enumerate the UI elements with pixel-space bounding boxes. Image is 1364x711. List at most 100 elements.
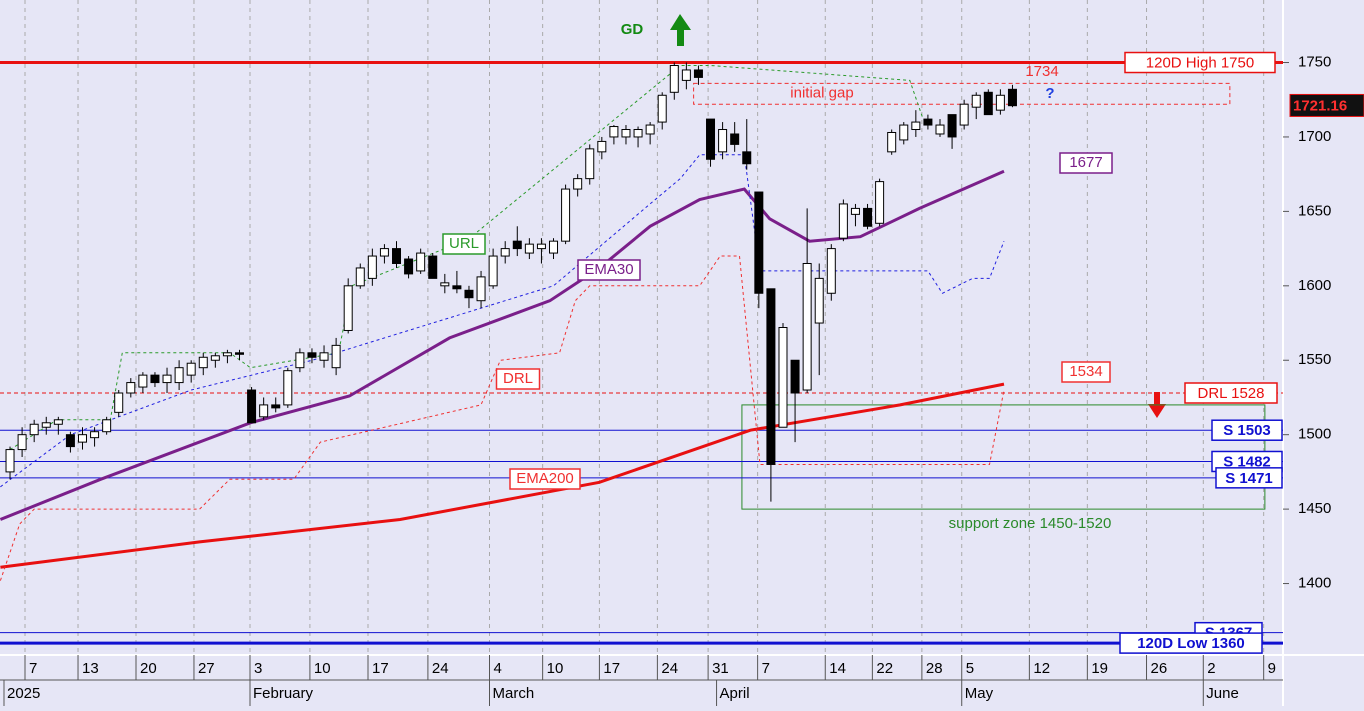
- level-label: 120D Low 1360: [1137, 635, 1245, 652]
- candle-body: [838, 203, 848, 239]
- candle-body: [645, 124, 655, 135]
- x-tick-label: 28: [926, 660, 943, 677]
- candle-body: [995, 94, 1005, 111]
- x-tick-label: 27: [198, 660, 215, 677]
- zone: [693, 82, 1231, 105]
- candle-body: [379, 248, 389, 257]
- candle-body: [814, 277, 824, 324]
- indicator-line: [0, 154, 1005, 488]
- annotation-box: [1059, 152, 1113, 174]
- zone-label: support zone 1450-1520: [949, 515, 1112, 532]
- zone-label: initial gap: [790, 84, 853, 101]
- x-tick-label: 14: [829, 660, 846, 677]
- candle-body: [875, 181, 885, 224]
- candle-body: [271, 404, 281, 409]
- candle-body: [440, 282, 450, 287]
- candle-body: [488, 255, 498, 287]
- candle-body: [754, 191, 764, 294]
- candle-body: [826, 248, 836, 294]
- candle-body: [234, 352, 244, 355]
- x-tick-label: 17: [372, 660, 389, 677]
- x-tick-label: 22: [876, 660, 893, 677]
- candle-body: [742, 151, 752, 165]
- candle-body: [114, 392, 124, 413]
- candle-body: [718, 129, 728, 153]
- candle-body: [1007, 88, 1017, 107]
- candle-body: [210, 355, 220, 361]
- candle-body: [343, 285, 353, 331]
- candle-body: [283, 370, 293, 406]
- x-tick-label: 7: [29, 660, 37, 677]
- candle-body: [126, 382, 136, 394]
- candle-body: [17, 434, 27, 451]
- candle-body: [5, 449, 15, 473]
- annotation: URL: [449, 235, 479, 252]
- level-label-box: [1119, 632, 1263, 654]
- x-tick-label: 12: [1033, 660, 1050, 677]
- candle-body: [887, 131, 897, 153]
- candle-body: [392, 248, 402, 264]
- x-tick-label: 9: [1268, 660, 1276, 677]
- level-label: S 1482: [1223, 453, 1271, 470]
- indicator-line: [0, 255, 1005, 581]
- y-tick-label: 1450: [1298, 500, 1331, 517]
- candle-body: [863, 207, 873, 227]
- candle-body: [778, 327, 788, 428]
- candle-body: [295, 352, 305, 369]
- candle-body: [935, 124, 945, 135]
- month-label: 2025: [7, 685, 40, 702]
- x-tick-label: 31: [712, 660, 729, 677]
- candle-body: [959, 103, 969, 126]
- annotation: DRL: [503, 370, 533, 387]
- month-label: May: [965, 685, 994, 702]
- annotation: 1677: [1069, 154, 1102, 171]
- month-label: April: [720, 685, 750, 702]
- y-tick-label: 1600: [1298, 277, 1331, 294]
- candle-body: [355, 267, 365, 287]
- annotation: 1734: [1025, 63, 1058, 80]
- candle-body: [428, 255, 438, 279]
- candle-body: [621, 129, 631, 138]
- y-tick-label: 1650: [1298, 202, 1331, 219]
- level-label-box: [1124, 51, 1276, 74]
- candle-body: [259, 404, 269, 418]
- x-tick-label: 17: [603, 660, 620, 677]
- level-label: S 1471: [1225, 470, 1273, 487]
- y-tick-label: 1500: [1298, 426, 1331, 443]
- candle-body: [766, 288, 776, 465]
- candle-body: [983, 91, 993, 116]
- candle-body: [138, 374, 148, 388]
- candle-body: [585, 148, 595, 180]
- candle-body: [923, 118, 933, 126]
- level-label-box: [1211, 419, 1283, 441]
- x-tick-label: 4: [494, 660, 502, 677]
- candle-body: [41, 422, 51, 428]
- month-label: February: [253, 685, 314, 702]
- candle-body: [452, 285, 462, 290]
- candle-body: [476, 276, 486, 302]
- candle-body: [247, 389, 257, 424]
- candle-body: [500, 248, 510, 257]
- x-tick-label: 24: [432, 660, 449, 677]
- y-tick-label: 1400: [1298, 575, 1331, 592]
- candle-body: [331, 344, 341, 369]
- candle-body: [90, 431, 100, 439]
- candle-body: [730, 133, 740, 145]
- annotation: EMA30: [584, 261, 633, 278]
- price-tag-box: [1289, 93, 1364, 117]
- plot-area: [0, 0, 1283, 655]
- candle-body: [911, 121, 921, 131]
- x-tick-label: 24: [661, 660, 678, 677]
- annotation-box: [1061, 361, 1111, 383]
- candle-body: [681, 69, 691, 81]
- candle-body: [609, 126, 619, 138]
- candle-body: [899, 124, 909, 141]
- x-tick-label: 26: [1151, 660, 1168, 677]
- annotation-box: [509, 468, 581, 490]
- candle-body: [657, 94, 667, 123]
- candle-body: [367, 255, 377, 279]
- candle-body: [947, 114, 957, 138]
- candle-body: [416, 252, 426, 272]
- candle-body: [561, 188, 571, 242]
- candle-body: [549, 240, 559, 254]
